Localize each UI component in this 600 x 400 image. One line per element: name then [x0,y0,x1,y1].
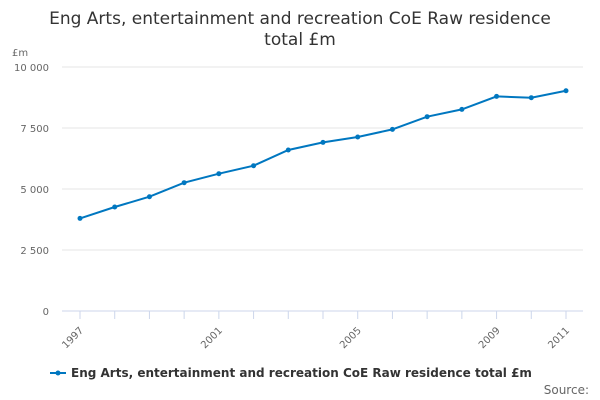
data-point [77,215,83,221]
data-point [528,95,534,101]
legend-dot-marker [55,370,61,376]
data-point [216,171,222,177]
legend[interactable]: Eng Arts, entertainment and recreation C… [50,366,532,380]
data-point [285,147,291,153]
y-tick-label: 5 000 [20,185,49,196]
y-axis-label: £m [12,48,28,59]
data-point [251,163,257,169]
data-point [181,180,187,186]
data-point [389,126,395,132]
x-tick-label: 2011 [546,325,572,351]
legend-label: Eng Arts, entertainment and recreation C… [71,366,532,380]
y-tick-label: 7 500 [20,124,49,135]
data-point [112,204,118,210]
chart-title-line-1: Eng Arts, entertainment and recreation C… [49,9,551,29]
data-point [494,93,500,99]
data-point [146,194,152,200]
data-point [459,106,465,112]
y-tick-label: 2 500 [20,246,49,257]
x-tick-label: 2005 [338,325,364,351]
x-tick-label: 2009 [477,325,503,351]
chart-title-line-2: total £m [264,30,336,50]
y-tick-label: 0 [43,307,49,318]
data-point [355,134,361,140]
source-label: Source: [544,383,589,397]
series-line [79,89,567,220]
x-tick-label: 2001 [199,325,225,351]
x-tick-label: 1997 [60,325,86,351]
y-tick-label: 10 000 [14,63,49,74]
data-point [563,88,569,94]
data-point [320,139,326,145]
data-point [424,114,430,120]
